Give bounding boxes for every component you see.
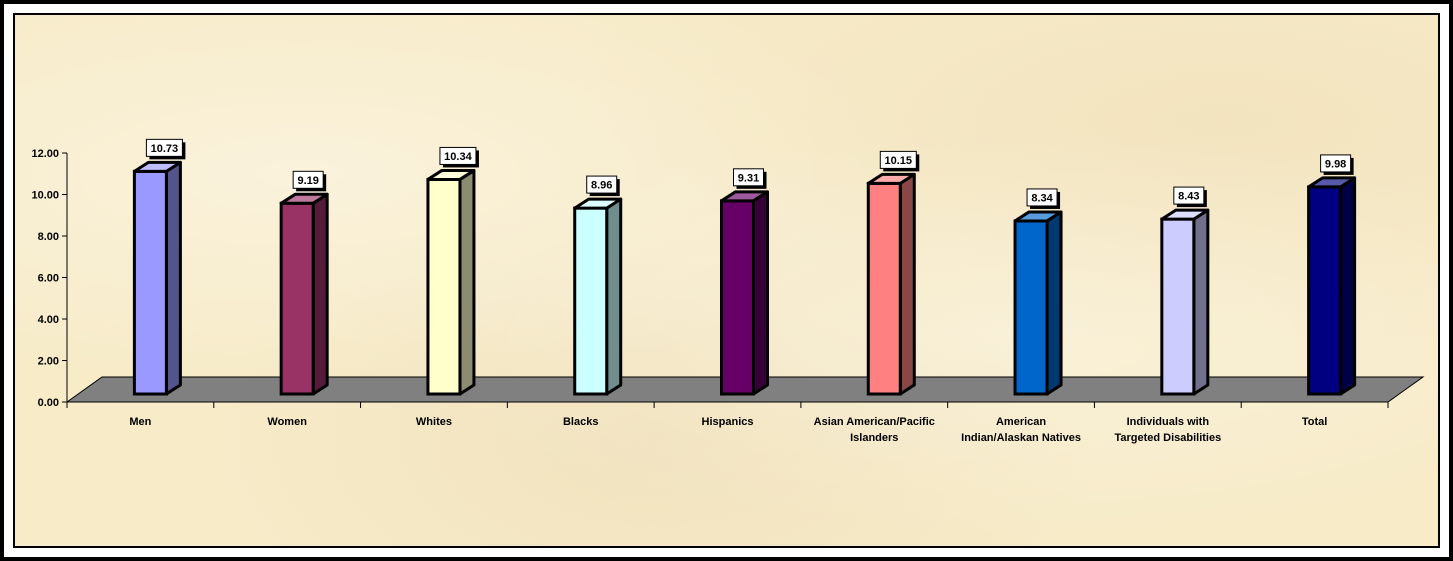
bar-top-5 [866, 172, 916, 185]
category-label-line: Hispanics [702, 416, 754, 428]
y-tick-label: 10.00 [31, 190, 59, 202]
y-tick-label: 12.00 [31, 148, 59, 160]
bar-side-0 [164, 160, 182, 396]
bar-1 [279, 201, 315, 396]
bar-top-7 [1160, 208, 1210, 221]
bar-side-4 [752, 190, 769, 396]
category-label-line: Islanders [850, 432, 898, 444]
data-label-3: 8.96 [591, 180, 612, 192]
bar-4 [720, 199, 755, 396]
bar-0 [132, 169, 168, 396]
y-tick-label: 2.00 [38, 356, 59, 368]
category-label-line: Targeted Disabilities [1114, 432, 1221, 444]
bar-7 [1160, 217, 1196, 396]
category-label-line: Asian American/Pacific [814, 416, 935, 428]
y-tick-label: 8.00 [38, 231, 59, 243]
bar-side-1 [311, 192, 329, 396]
data-label-box-7 [1173, 186, 1205, 205]
category-label-4: Hispanics [702, 416, 754, 428]
category-label-1: Women [267, 416, 307, 428]
category-label-2: Whites [416, 416, 452, 428]
bar-top-0 [132, 160, 182, 173]
data-label-2: 10.34 [444, 151, 472, 163]
y-tick-label: 4.00 [38, 314, 59, 326]
category-label-line: Indian/Alaskan Natives [961, 432, 1081, 444]
category-label-6: American Indian/Alaskan Natives [961, 416, 1081, 444]
data-label-4: 9.31 [738, 172, 759, 184]
data-label-box-5 [879, 150, 917, 169]
category-label-8: Total [1302, 416, 1327, 428]
bar-top-6 [1013, 210, 1063, 223]
bar-8 [1307, 185, 1343, 396]
data-label-8: 9.98 [1325, 158, 1346, 170]
bar-5 [866, 181, 902, 396]
category-label-line: Total [1302, 416, 1327, 428]
category-label-7: Individuals with Targeted Disabilities [1114, 416, 1221, 444]
data-label-box-0 [145, 138, 183, 157]
bar-top-8 [1307, 176, 1357, 189]
data-label-6: 8.34 [1031, 192, 1053, 204]
bar-side-2 [458, 168, 476, 396]
bar-6 [1013, 219, 1049, 396]
bar-side-3 [605, 197, 623, 396]
bar-side-6 [1045, 210, 1063, 396]
bar-3 [573, 206, 609, 396]
category-label-line: Men [129, 416, 151, 428]
category-label-line: Blacks [563, 416, 598, 428]
y-tick-label: 6.00 [38, 273, 59, 285]
category-label-0: Men [129, 416, 151, 428]
bar-side-8 [1339, 176, 1357, 396]
y-tick-label: 0.00 [38, 397, 59, 409]
bar-top-3 [573, 197, 623, 210]
data-label-box-1 [292, 170, 324, 189]
bar-top-1 [279, 192, 329, 205]
data-label-box-6 [1026, 188, 1058, 207]
bar-side-7 [1192, 208, 1210, 396]
category-label-line: Whites [416, 416, 452, 428]
data-label-box-8 [1320, 154, 1352, 173]
bar-2 [426, 177, 462, 396]
data-label-5: 10.15 [885, 155, 913, 167]
data-label-box-4 [733, 168, 764, 187]
category-label-line: Women [267, 416, 307, 428]
bar-top-2 [426, 168, 476, 181]
data-label-0: 10.73 [151, 143, 179, 155]
data-label-1: 9.19 [297, 175, 318, 187]
category-label-line: American [996, 416, 1046, 428]
category-label-5: Asian American/Pacific Islanders [814, 416, 935, 444]
bar-side-5 [898, 172, 916, 396]
data-label-box-2 [439, 146, 477, 165]
bar-top-4 [720, 190, 769, 203]
category-label-3: Blacks [563, 416, 598, 428]
category-label-line: Individuals with [1127, 416, 1210, 428]
data-label-7: 8.43 [1178, 191, 1199, 203]
data-label-box-3 [586, 175, 618, 194]
